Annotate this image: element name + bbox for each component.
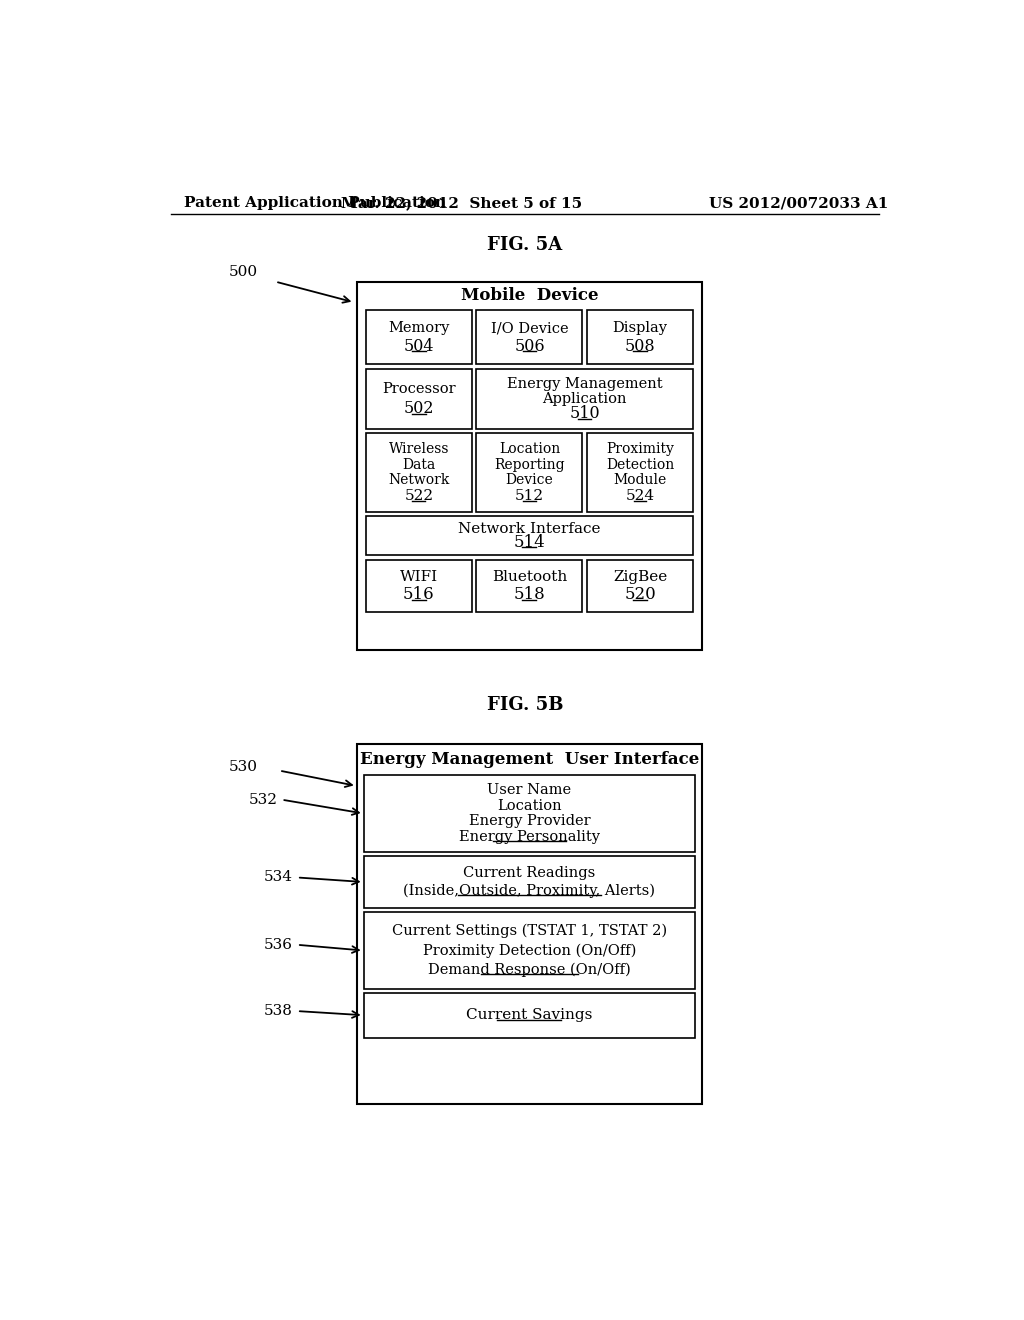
- Text: Energy Management: Energy Management: [507, 376, 663, 391]
- Bar: [366, 310, 472, 364]
- Text: Network: Network: [388, 474, 450, 487]
- Text: Patent Application Publication: Patent Application Publication: [183, 197, 445, 210]
- Bar: [587, 560, 693, 612]
- Text: Application: Application: [543, 392, 627, 405]
- Text: Current Settings (TSTAT 1, TSTAT 2): Current Settings (TSTAT 1, TSTAT 2): [392, 924, 667, 939]
- Text: Energy Provider: Energy Provider: [469, 814, 590, 828]
- Bar: [364, 912, 695, 989]
- Text: US 2012/0072033 A1: US 2012/0072033 A1: [710, 197, 889, 210]
- Text: 530: 530: [228, 760, 258, 774]
- Text: Display: Display: [612, 321, 668, 335]
- Text: Demand Response (On/Off): Demand Response (On/Off): [428, 962, 631, 977]
- Text: Proximity Detection (On/Off): Proximity Detection (On/Off): [423, 944, 636, 958]
- Text: 500: 500: [228, 265, 258, 280]
- Bar: [476, 310, 583, 364]
- Bar: [587, 310, 693, 364]
- Text: Mar. 22, 2012  Sheet 5 of 15: Mar. 22, 2012 Sheet 5 of 15: [341, 197, 582, 210]
- Text: 538: 538: [264, 1005, 293, 1018]
- Text: Current Savings: Current Savings: [466, 1008, 593, 1022]
- Text: Module: Module: [613, 474, 667, 487]
- Text: 534: 534: [264, 870, 293, 884]
- Text: 514: 514: [514, 533, 546, 550]
- Bar: [364, 775, 695, 853]
- Text: Reporting: Reporting: [495, 458, 565, 471]
- Text: 512: 512: [515, 490, 544, 503]
- Text: Current Readings: Current Readings: [463, 866, 596, 880]
- Text: 520: 520: [625, 586, 656, 603]
- Bar: [366, 433, 472, 512]
- Text: Wireless: Wireless: [389, 442, 450, 455]
- Text: Detection: Detection: [606, 458, 674, 471]
- Text: Data: Data: [402, 458, 435, 471]
- Text: 506: 506: [514, 338, 545, 355]
- Bar: [476, 433, 583, 512]
- Text: 518: 518: [514, 586, 546, 603]
- Text: (Inside,Outside, Proximity, Alerts): (Inside,Outside, Proximity, Alerts): [403, 883, 655, 898]
- Text: 510: 510: [569, 405, 600, 422]
- Text: FIG. 5B: FIG. 5B: [486, 696, 563, 714]
- Bar: [476, 368, 693, 429]
- Bar: [366, 560, 472, 612]
- Text: Network Interface: Network Interface: [458, 523, 601, 536]
- Text: Energy Personality: Energy Personality: [459, 830, 600, 843]
- Text: 504: 504: [403, 338, 434, 355]
- Text: 516: 516: [403, 586, 435, 603]
- Text: Energy Management  User Interface: Energy Management User Interface: [359, 751, 699, 767]
- Text: FIG. 5A: FIG. 5A: [487, 236, 562, 253]
- Bar: [364, 855, 695, 908]
- Text: 508: 508: [625, 338, 655, 355]
- Text: Device: Device: [506, 474, 553, 487]
- Text: 502: 502: [403, 400, 434, 417]
- Text: Processor: Processor: [382, 381, 456, 396]
- Bar: [366, 516, 693, 554]
- Text: 524: 524: [626, 490, 654, 503]
- Text: Memory: Memory: [388, 321, 450, 335]
- Text: I/O Device: I/O Device: [490, 321, 568, 335]
- Bar: [587, 433, 693, 512]
- Bar: [366, 368, 472, 429]
- Text: Proximity: Proximity: [606, 442, 674, 455]
- Text: 522: 522: [404, 490, 433, 503]
- Text: ZigBee: ZigBee: [613, 570, 668, 583]
- Text: Location: Location: [497, 799, 562, 813]
- Text: 532: 532: [249, 792, 278, 807]
- Text: Mobile  Device: Mobile Device: [461, 286, 598, 304]
- Text: Location: Location: [499, 442, 560, 455]
- Text: WIFI: WIFI: [399, 570, 438, 583]
- Bar: [356, 743, 702, 1104]
- Text: User Name: User Name: [487, 783, 571, 797]
- Bar: [356, 281, 702, 649]
- Text: 536: 536: [264, 937, 293, 952]
- Bar: [476, 560, 583, 612]
- Text: Bluetooth: Bluetooth: [492, 570, 567, 583]
- Bar: [364, 993, 695, 1038]
